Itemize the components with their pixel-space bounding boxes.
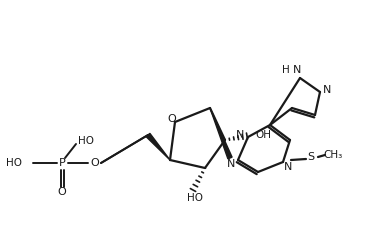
Text: P: P — [58, 158, 66, 168]
Text: H: H — [282, 65, 290, 75]
Text: O: O — [168, 114, 176, 124]
Polygon shape — [146, 133, 170, 160]
Text: N: N — [323, 85, 331, 95]
Text: HO: HO — [187, 193, 203, 203]
Text: HO: HO — [78, 136, 94, 146]
Text: N: N — [236, 130, 244, 140]
Text: OH: OH — [255, 130, 271, 140]
Polygon shape — [210, 108, 232, 159]
Text: S: S — [307, 152, 315, 162]
Text: O: O — [58, 187, 66, 197]
Text: N: N — [293, 65, 301, 75]
Text: CH₃: CH₃ — [323, 150, 343, 160]
Text: O: O — [90, 158, 99, 168]
Text: HO: HO — [6, 158, 22, 168]
Text: N: N — [284, 162, 292, 172]
Text: N: N — [227, 159, 235, 169]
